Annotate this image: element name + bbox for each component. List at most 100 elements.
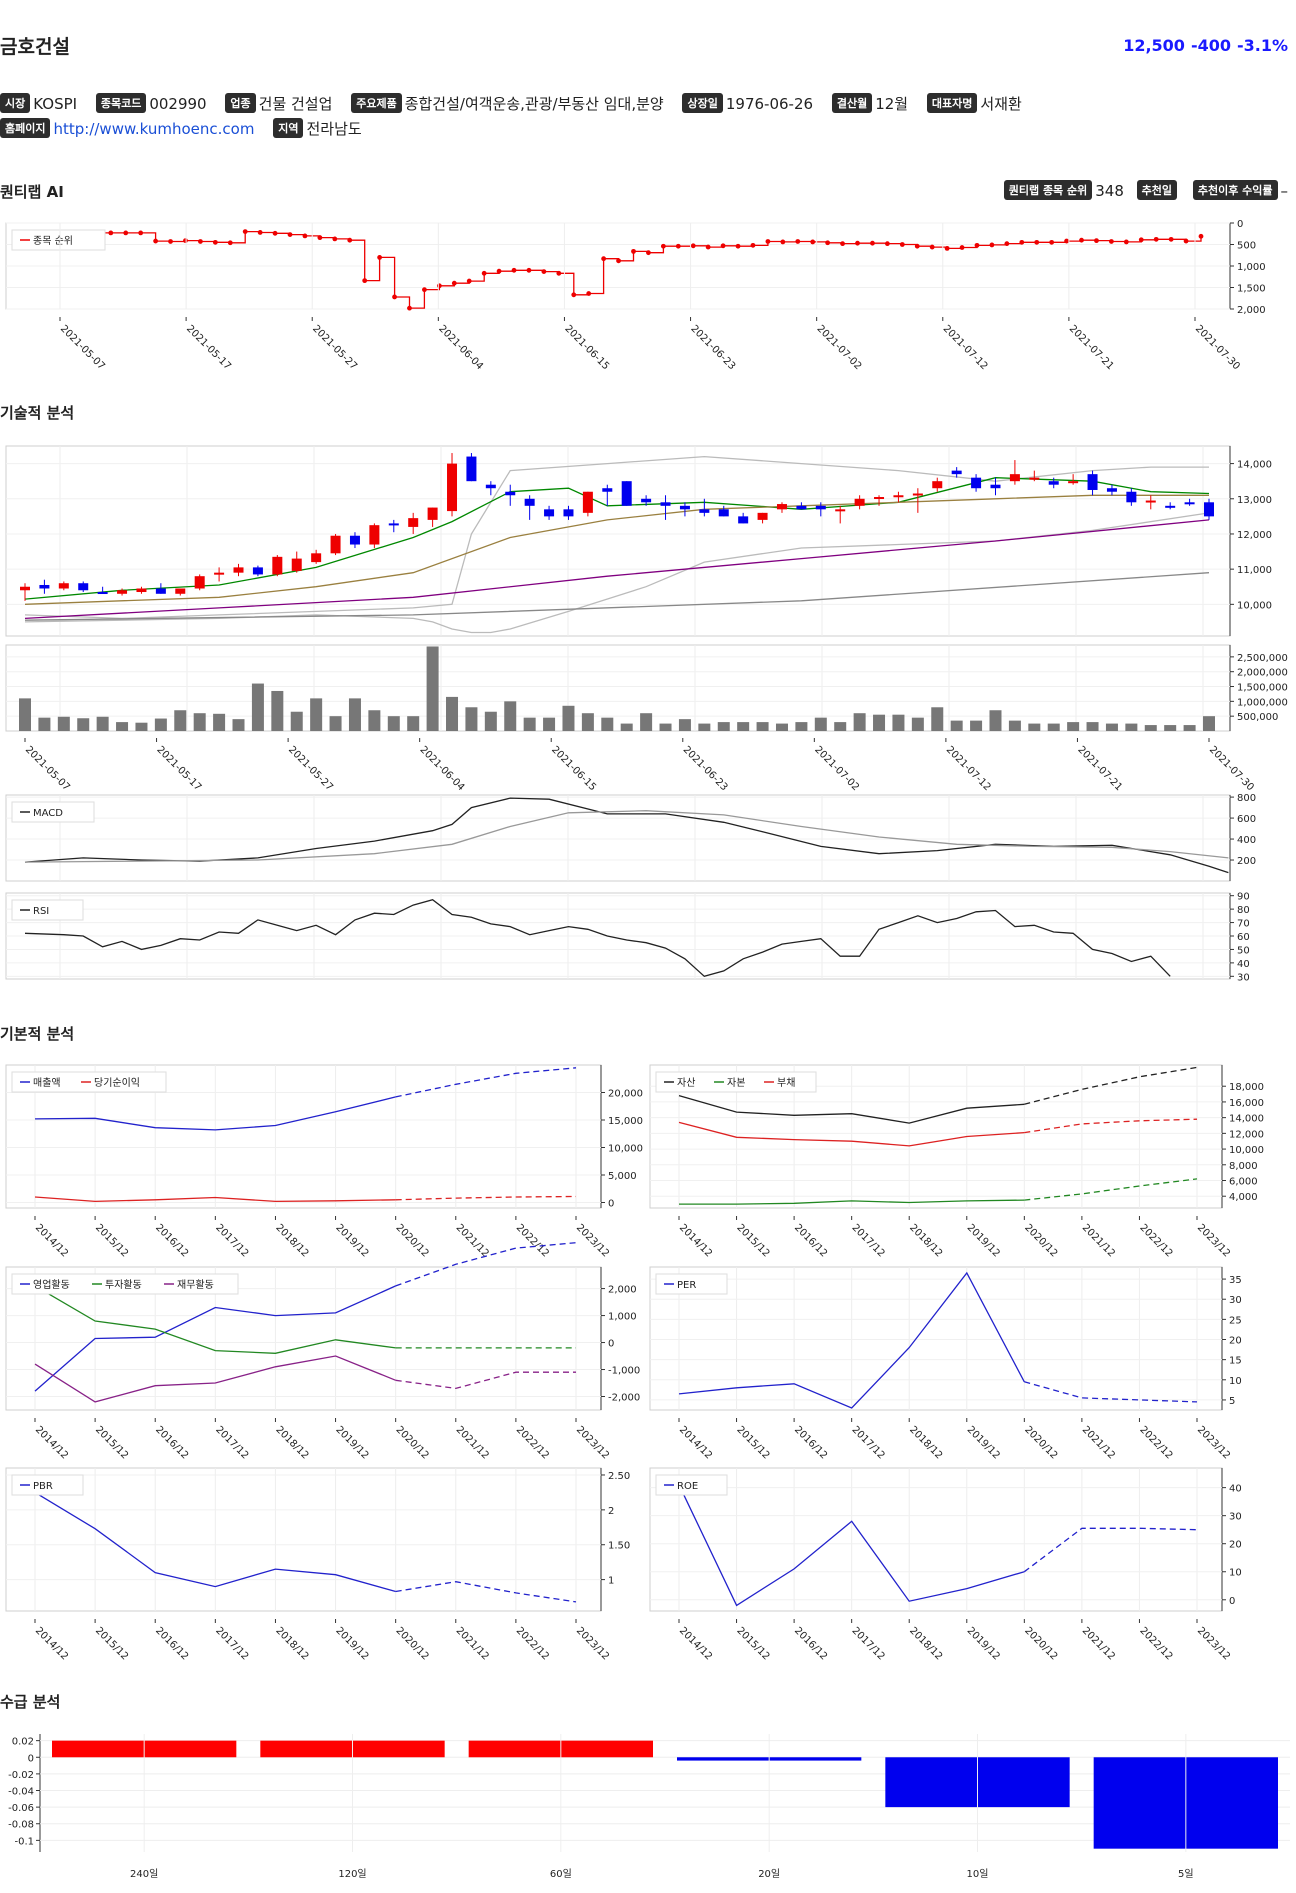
volume-bar xyxy=(581,713,594,731)
y-tick-label: 1.50 xyxy=(608,1541,630,1552)
legend-label: 자산 xyxy=(677,1077,695,1089)
overlay-ma60 xyxy=(24,519,1210,620)
chart-frame xyxy=(649,1467,1223,1612)
y-tick-label: 2 xyxy=(608,1506,614,1517)
roe-x-label: 2022/12 xyxy=(1137,1625,1174,1662)
volume-bar xyxy=(19,698,31,731)
homepage-link[interactable]: http://www.kumhoenc.com xyxy=(53,120,255,138)
volume-bar xyxy=(348,698,361,731)
stock-name: 금호건설 xyxy=(0,36,70,58)
rank-point xyxy=(1094,238,1099,244)
pbr-x-label: 2018/12 xyxy=(273,1625,310,1662)
legend-label: 자본 xyxy=(727,1077,745,1089)
info-label-products: 주요제품 xyxy=(351,93,402,113)
y-tick-label: 0 xyxy=(608,1339,614,1350)
candle-body xyxy=(835,509,846,512)
income-x-label: 2023/12 xyxy=(574,1222,611,1259)
volume-x-label: 2021-07-30 xyxy=(1207,744,1256,793)
rank-point xyxy=(735,243,741,249)
legend-label: 매출액 xyxy=(33,1077,61,1089)
rank-point xyxy=(675,243,681,249)
rank-point xyxy=(257,230,263,235)
supply-x-label: 5일 xyxy=(1178,1868,1194,1880)
volume-bar xyxy=(989,710,1002,731)
candle-body xyxy=(117,590,128,594)
y-tick-label: 1,000,000 xyxy=(1237,697,1288,708)
y-tick-label: 10,000 xyxy=(1229,1145,1264,1156)
candle-body xyxy=(718,509,729,517)
rank-point xyxy=(855,240,860,246)
income-x-label: 2022/12 xyxy=(514,1222,551,1259)
y-tick-label: 5,000 xyxy=(608,1171,637,1182)
volume-bar xyxy=(543,717,556,731)
volume-bar xyxy=(232,719,245,731)
legend-box xyxy=(655,1474,728,1496)
candle-body xyxy=(330,535,341,554)
volume-x-label: 2021-05-07 xyxy=(23,744,72,793)
candle-body xyxy=(621,481,632,506)
volume-bar xyxy=(135,722,148,731)
legend-box xyxy=(11,229,106,251)
rank-point xyxy=(616,258,621,264)
volume-bar xyxy=(640,713,653,731)
info-label-ceo: 대표자명 xyxy=(926,93,978,113)
candle-body xyxy=(951,470,962,475)
rank-point xyxy=(914,243,920,249)
candle-body xyxy=(20,586,30,591)
volume-bar xyxy=(193,713,206,731)
rank-point xyxy=(1183,238,1189,244)
chart-frame xyxy=(649,1266,1223,1411)
y-tick-label: 40 xyxy=(1229,1484,1242,1495)
rank-point xyxy=(1049,239,1055,245)
rank-point xyxy=(212,239,218,245)
income-series-estimate xyxy=(395,1195,577,1201)
balance-x-label: 2022/12 xyxy=(1137,1222,1174,1259)
cashflow-x-label: 2017/12 xyxy=(213,1424,250,1461)
rank-x-label: 2021-07-12 xyxy=(941,323,990,372)
rank-point xyxy=(974,242,980,248)
supply-y-label: -0.04 xyxy=(8,1787,34,1798)
candle-body xyxy=(155,588,166,594)
info-label-code: 종목코드 xyxy=(95,93,147,113)
volume-bar xyxy=(465,707,478,731)
income-x-label: 2017/12 xyxy=(213,1222,250,1259)
rank-point xyxy=(586,291,592,296)
volume-x-label: 2021-07-02 xyxy=(812,744,861,793)
candle-body xyxy=(796,505,807,510)
volume-bar xyxy=(523,717,536,731)
rank-point xyxy=(392,294,397,300)
rank-point xyxy=(481,270,487,276)
candle-body xyxy=(1106,488,1117,492)
income-x-label: 2018/12 xyxy=(273,1222,310,1259)
legend-label: 영업활동 xyxy=(33,1278,70,1291)
rank-point xyxy=(377,255,383,260)
info-value-listing-date: 1976-06-26 xyxy=(725,95,814,113)
ai-rec-date-label: 추천일 xyxy=(1136,180,1178,200)
rank-x-label: 2021-06-15 xyxy=(562,323,611,372)
volume-bar xyxy=(756,722,769,731)
rank-point xyxy=(1108,239,1114,244)
rank-point xyxy=(541,269,547,274)
candle-body xyxy=(349,535,360,545)
pbr-x-label: 2021/12 xyxy=(454,1625,491,1662)
info-value-products: 종합건설/여객운송,관광/부동산 임대,분양 xyxy=(404,95,664,113)
cashflow-x-label: 2015/12 xyxy=(93,1424,130,1461)
per-x-label: 2023/12 xyxy=(1195,1424,1232,1461)
y-tick-label: 11,000 xyxy=(1237,565,1272,576)
cashflow-series-estimate xyxy=(395,1242,577,1287)
pbr-x-label: 2016/12 xyxy=(153,1625,190,1662)
current-price: 12,500 xyxy=(1123,36,1185,55)
y-tick-label: 15 xyxy=(1229,1356,1242,1367)
pbr-x-label: 2023/12 xyxy=(574,1625,611,1662)
supply-x-label: 20일 xyxy=(758,1868,780,1880)
candle-body xyxy=(971,477,982,489)
candle-body xyxy=(58,583,69,589)
y-tick-label: 500,000 xyxy=(1237,712,1278,723)
volume-bar xyxy=(601,717,614,731)
rank-point xyxy=(660,243,666,249)
volume-bar xyxy=(950,720,963,731)
volume-x-label: 2021-06-23 xyxy=(681,744,730,793)
legend-label: 투자활동 xyxy=(105,1278,142,1291)
candle-body xyxy=(932,481,943,489)
pbr-x-label: 2014/12 xyxy=(33,1625,70,1662)
